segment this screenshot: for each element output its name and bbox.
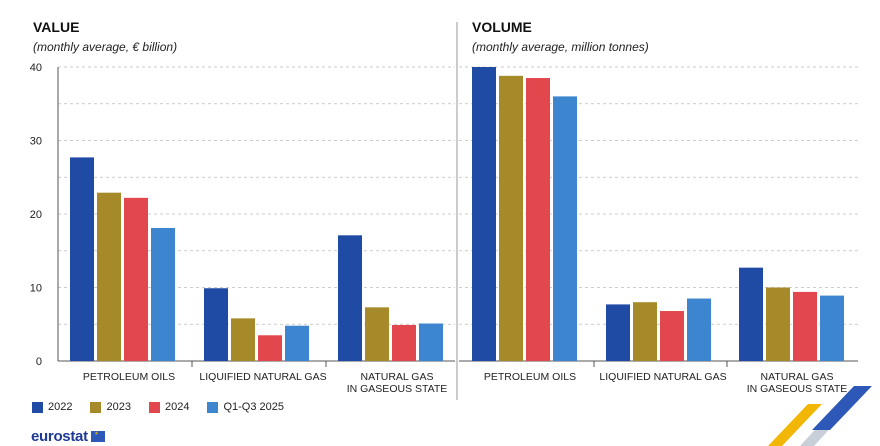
value-bar-q1-q3-2025	[285, 325, 309, 361]
value-bar-2023	[365, 307, 389, 361]
value-y-tick-label: 0	[36, 356, 42, 368]
volume-bar-2022	[739, 267, 763, 361]
value-chart-title: VALUE	[33, 19, 79, 35]
value-category-label: PETROLEUM OILS	[83, 371, 175, 383]
value-bar-q1-q3-2025	[151, 227, 175, 361]
value-bar-2022	[204, 288, 228, 361]
legend-item-2022: 2022	[32, 401, 72, 413]
volume-bar-2024	[793, 291, 817, 361]
value-bar-2022	[70, 157, 94, 361]
volume-category-label: IN GASEOUS STATE	[747, 383, 848, 395]
volume-bar-2022	[472, 67, 496, 361]
value-bar-2024	[258, 335, 282, 361]
volume-chart-subtitle: (monthly average, million tonnes)	[472, 40, 649, 54]
volume-bar-2023	[499, 75, 523, 361]
value-bar-2023	[231, 318, 255, 361]
value-bar-2023	[97, 192, 121, 361]
volume-bar-2023	[766, 287, 790, 361]
logo-text: eurostat	[31, 428, 88, 445]
value-chart-subtitle: (monthly average, € billion)	[33, 40, 177, 54]
legend-swatch-q1-q3-2025	[207, 401, 219, 413]
value-bar-2024	[124, 197, 148, 361]
legend-label-2022: 2022	[48, 401, 73, 413]
legend-label-2024: 2024	[164, 401, 190, 413]
volume-bar-2024	[660, 311, 684, 361]
volume-bar-q1-q3-2025	[820, 295, 844, 361]
volume-bar-q1-q3-2025	[687, 298, 711, 361]
value-category-label: IN GASEOUS STATE	[347, 383, 448, 395]
volume-category-label: PETROLEUM OILS	[484, 371, 576, 383]
volume-chart-title: VOLUME	[472, 19, 532, 35]
value-category-label: NATURAL GAS	[361, 371, 434, 383]
volume-category-label: LIQUIFIED NATURAL GAS	[599, 371, 726, 383]
legend-label-q1-q3-2025: Q1-Q3 2025	[223, 401, 284, 413]
legend-swatch-2023	[90, 401, 102, 413]
legend-item-q1-q3-2025: Q1-Q3 2025	[207, 401, 284, 413]
volume-bar-q1-q3-2025	[553, 96, 577, 362]
value-bar-2022	[338, 235, 362, 361]
value-bar-q1-q3-2025	[419, 323, 443, 361]
value-y-tick-label: 30	[30, 136, 42, 148]
legend: 2022 2023 2024 Q1-Q3 2025	[32, 401, 284, 413]
corner-chevron-graphic	[768, 386, 872, 446]
volume-bar-2023	[633, 302, 657, 361]
value-y-tick-label: 40	[30, 62, 42, 74]
legend-item-2023: 2023	[90, 401, 131, 413]
volume-bar-2022	[606, 304, 630, 361]
value-category-label: LIQUIFIED NATURAL GAS	[199, 371, 326, 383]
value-y-tick-label: 20	[30, 209, 42, 221]
eurostat-logo: eurostat	[31, 428, 105, 445]
legend-item-2024: 2024	[148, 401, 190, 413]
legend-label-2023: 2023	[106, 401, 131, 413]
eu-flag-icon	[90, 430, 105, 442]
legend-swatch-2024	[148, 401, 160, 413]
legend-swatch-2022	[32, 401, 43, 413]
value-y-tick-label: 10	[30, 283, 42, 295]
volume-category-label: NATURAL GAS	[761, 371, 834, 383]
volume-bar-2024	[526, 78, 550, 362]
value-bar-2024	[392, 324, 416, 361]
